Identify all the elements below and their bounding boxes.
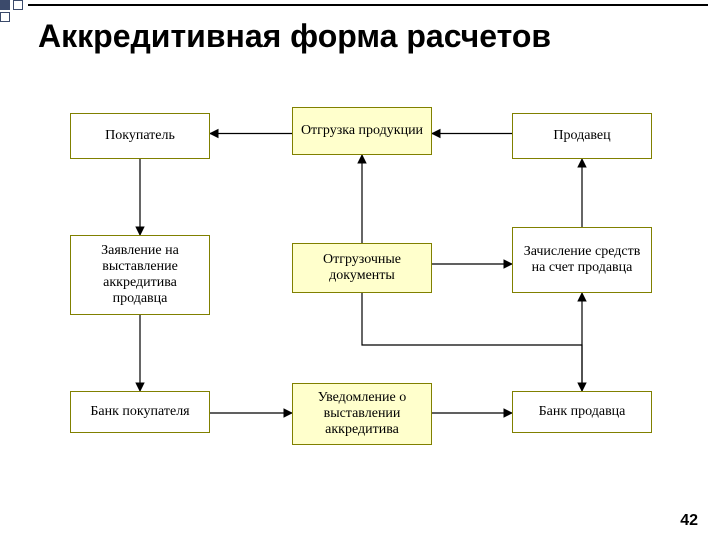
node-application: Заявление на выставление аккредитива про… [70,235,210,315]
node-shipment: Отгрузка продукции [292,107,432,155]
page-number: 42 [680,512,698,530]
node-credit: Зачисление средств на счет продавца [512,227,652,293]
page-title: Аккредитивная форма расчетов [38,18,551,55]
slide-accent [0,0,28,18]
node-buyerbank: Банк покупателя [70,391,210,433]
node-notice: Уведомление о выставлении аккредитива [292,383,432,445]
node-seller: Продавец [512,113,652,159]
edge-shipdocs-sellerbank [362,293,582,391]
node-sellerbank: Банк продавца [512,391,652,433]
flowchart-diagram: Покупатель Отгрузка продукции Продавец Заяв… [0,85,720,505]
node-shipdocs: Отгрузочные документы [292,243,432,293]
node-buyer: Покупатель [70,113,210,159]
